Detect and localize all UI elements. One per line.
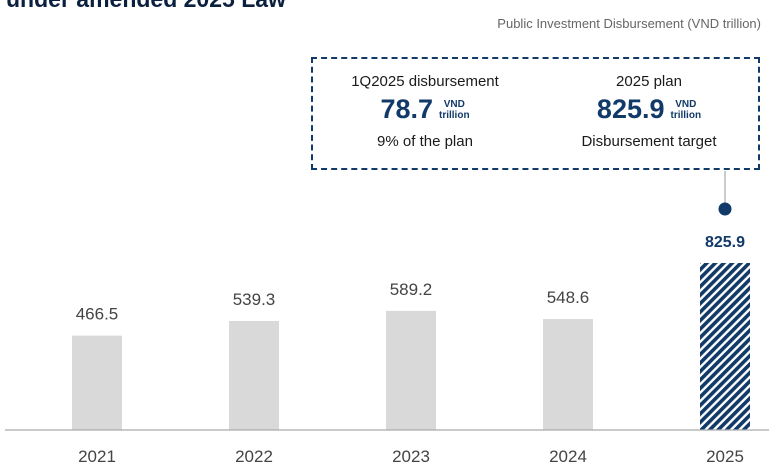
bar-2022: [229, 320, 279, 430]
x-tick-2024: 2024: [549, 447, 587, 465]
q1-disbursement-share: 9% of the plan: [377, 133, 473, 150]
data-label-2021: 466.5: [76, 305, 119, 324]
plan-unit: VND trillion: [671, 99, 702, 121]
chart-headline: under amended 2025 Law: [6, 0, 286, 13]
q1-unit-scale: trillion: [439, 109, 470, 121]
bar-2021: [72, 335, 122, 430]
data-label-2023: 589.2: [390, 280, 433, 299]
x-tick-2025: 2025: [706, 447, 744, 465]
q1-disbursement-label: 1Q2025 disbursement: [351, 73, 499, 90]
q1-disbursement-unit: VND trillion: [439, 99, 470, 121]
q1-disbursement-value: 78.7: [380, 94, 433, 124]
x-tick-2021: 2021: [78, 447, 116, 465]
q1-unit-currency: VND: [443, 98, 465, 110]
plan-unit-scale: trillion: [670, 109, 702, 121]
x-tick-2023: 2023: [392, 447, 430, 465]
bar-2025: [700, 263, 750, 430]
bar-2023: [386, 310, 436, 430]
plan-marker-dot: [718, 202, 732, 216]
q1-disbursement-callout: 1Q2025 disbursement 78.7 VND trillion 9% o…: [313, 73, 537, 150]
plan-sub-label: Disbursement target: [581, 133, 717, 150]
chart-subtitle: Public Investment Disbursement (VND tril…: [497, 16, 761, 31]
plan-callout-box: 1Q2025 disbursement 78.7 VND trillion 9% o…: [311, 57, 760, 170]
plan-label: 2025 plan: [616, 73, 682, 90]
bar-2024: [543, 319, 593, 430]
x-tick-2022: 2022: [235, 447, 273, 465]
data-label-2025: 825.9: [705, 234, 745, 251]
plan-callout: 2025 plan 825.9 VND trillion Disbursement …: [537, 73, 761, 150]
data-label-2024: 548.6: [547, 288, 590, 307]
data-label-2022: 539.3: [233, 290, 276, 309]
plan-value: 825.9: [596, 94, 665, 124]
plan-unit-currency: VND: [675, 98, 697, 110]
